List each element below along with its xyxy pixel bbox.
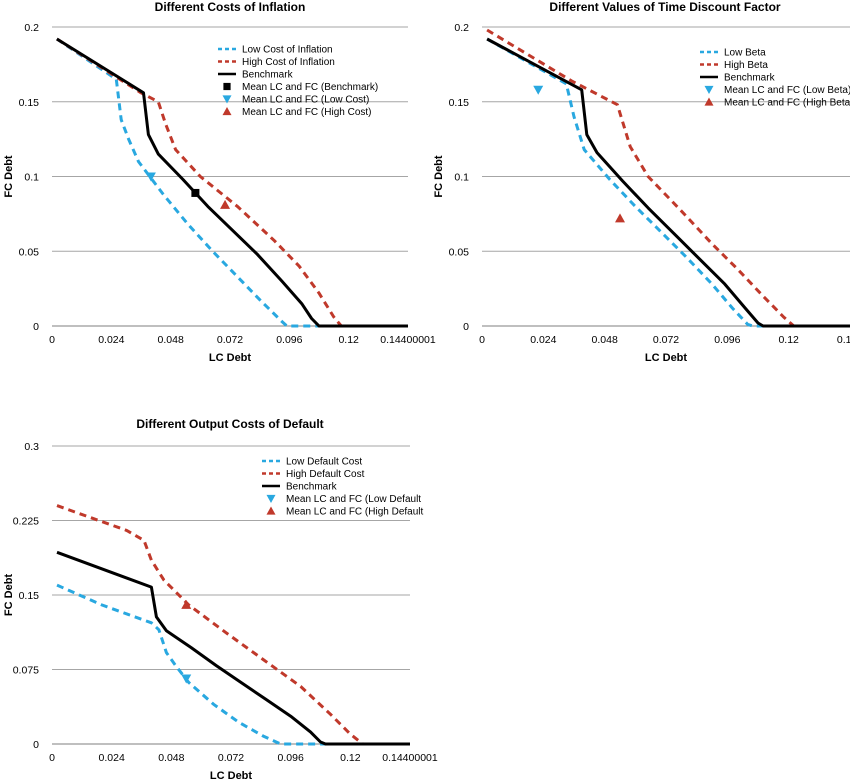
x-tick-label: 0.12: [778, 334, 799, 346]
y-axis-label: FC Debt: [433, 155, 445, 198]
legend-label: Low Default Cost: [286, 457, 362, 468]
series-line-3: [56, 37, 408, 328]
y-tick-label: 0: [33, 739, 39, 751]
x-tick-label: 0.072: [653, 334, 679, 346]
legend-label: High Beta: [724, 60, 768, 71]
x-tick-label: 0.14400001: [382, 752, 438, 764]
mean-marker: [181, 674, 192, 684]
chart-panel-3: Different Output Costs of Default 0 0.075 0…: [3, 417, 438, 781]
x-tick-label: 0.024: [530, 334, 556, 346]
y-axis-label: FC Debt: [3, 574, 15, 617]
mean-marker: [181, 599, 192, 609]
x-axis-label: LC Debt: [209, 352, 252, 364]
legend-label: Low Beta: [724, 48, 766, 59]
x-tick-label: 0.096: [278, 752, 304, 764]
legend-label: Mean LC and FC (Low Default: [286, 494, 421, 505]
y-tick-label: 0.05: [19, 246, 40, 258]
series-line-1: [56, 583, 410, 746]
series-line-2: [486, 28, 850, 328]
series-line-2: [56, 37, 408, 328]
series-line-3: [486, 37, 850, 328]
x-tick-label: 0.12: [338, 334, 359, 346]
chart-title: Different Output Costs of Default: [136, 417, 323, 431]
x-tick-label: 0.024: [99, 752, 125, 764]
y-tick-label: 0.1: [454, 172, 469, 184]
chart-panel-1: Different Costs of Inflation 0 0.05 0.1 0.15…: [3, 0, 436, 364]
x-tick-label: 0.144: [837, 334, 850, 346]
legend-marker: [223, 82, 231, 91]
legend-marker: [222, 107, 232, 116]
legend-marker: [266, 506, 276, 515]
legend-label: Mean LC and FC (High Beta): [724, 98, 850, 109]
x-tick-label: 0.048: [592, 334, 618, 346]
x-tick-label: 0.072: [218, 752, 244, 764]
x-tick-label: 0.096: [276, 334, 302, 346]
x-tick-label: 0.024: [98, 334, 124, 346]
legend-label: Benchmark: [724, 73, 776, 84]
y-tick-label: 0: [33, 321, 39, 333]
chart-title: Different Costs of Inflation: [155, 0, 306, 14]
y-tick-label: 0.15: [19, 590, 40, 602]
x-axis-label: LC Debt: [645, 352, 688, 364]
legend-marker: [704, 97, 714, 106]
legend-label: Mean LC and FC (Low Cost): [242, 95, 369, 106]
x-tick-label: 0.096: [714, 334, 740, 346]
legend-label: High Default Cost: [286, 469, 365, 480]
y-tick-label: 0.15: [19, 97, 40, 109]
legend-marker: [266, 494, 276, 503]
series-line-1: [486, 37, 850, 328]
x-tick-label: 0.12: [340, 752, 361, 764]
y-tick-label: 0.1: [24, 172, 39, 184]
y-tick-label: 0.15: [449, 97, 470, 109]
y-tick-label: 0.05: [449, 246, 470, 258]
y-tick-label: 0: [463, 321, 469, 333]
x-tick-label: 0: [479, 334, 485, 346]
y-tick-label: 0.075: [13, 665, 39, 677]
legend-label: Mean LC and FC (High Default: [286, 507, 424, 518]
series-line-2: [56, 504, 410, 746]
x-axis-label: LC Debt: [210, 770, 253, 781]
y-tick-label: 0.2: [24, 22, 39, 34]
legend-label: Mean LC and FC (Benchmark): [242, 82, 378, 93]
x-tick-label: 0.048: [158, 752, 184, 764]
mean-marker: [615, 213, 625, 223]
legend-marker: [704, 85, 714, 94]
x-tick-label: 0.048: [158, 334, 184, 346]
y-tick-label: 0.225: [13, 516, 39, 528]
legend-marker: [222, 95, 232, 104]
y-axis-label: FC Debt: [3, 155, 15, 198]
mean-marker: [191, 188, 200, 197]
x-tick-label: 0.072: [217, 334, 243, 346]
mean-marker: [145, 172, 156, 182]
chart-panel-2: Different Values of Time Discount Factor…: [433, 0, 850, 364]
legend-label: Low Cost of Inflation: [242, 45, 333, 56]
legend-label: High Cost of Inflation: [242, 57, 335, 68]
x-tick-label: 0.14400001: [380, 334, 436, 346]
y-tick-label: 0.2: [454, 22, 469, 34]
legend-label: Benchmark: [242, 70, 294, 81]
chart-title: Different Values of Time Discount Factor: [549, 0, 780, 14]
mean-marker: [533, 85, 544, 95]
legend-label: Mean LC and FC (High Cost): [242, 107, 372, 118]
mean-marker: [220, 199, 231, 209]
x-tick-label: 0: [49, 752, 55, 764]
y-tick-label: 0.3: [24, 441, 39, 453]
x-tick-label: 0: [49, 334, 55, 346]
legend-label: Mean LC and FC (Low Beta): [724, 85, 850, 96]
legend-label: Benchmark: [286, 482, 338, 493]
series-line-3: [56, 550, 410, 746]
series-line-1: [56, 37, 408, 328]
